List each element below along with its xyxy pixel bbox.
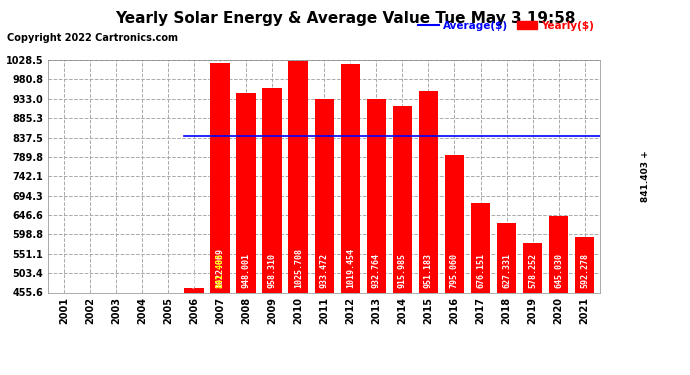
Bar xyxy=(393,106,412,292)
Text: 466.802: 466.802 xyxy=(190,254,199,288)
Text: 841.403 +: 841.403 + xyxy=(640,150,650,202)
Bar xyxy=(184,288,204,292)
Bar xyxy=(445,155,464,292)
Bar xyxy=(237,93,256,292)
Text: 948.001: 948.001 xyxy=(241,254,250,288)
Bar xyxy=(523,243,542,292)
Text: 645.030: 645.030 xyxy=(554,254,563,288)
Text: Yearly Solar Energy & Average Value Tue May 3 19:58: Yearly Solar Energy & Average Value Tue … xyxy=(115,11,575,26)
Legend: Average($), Yearly($): Average($), Yearly($) xyxy=(414,16,598,35)
Text: 932.764: 932.764 xyxy=(372,254,381,288)
Text: 1019.454: 1019.454 xyxy=(346,249,355,288)
Bar xyxy=(497,223,516,292)
Text: Copyright 2022 Cartronics.com: Copyright 2022 Cartronics.com xyxy=(7,33,178,43)
Text: 933.472: 933.472 xyxy=(319,254,329,288)
Text: 951.183: 951.183 xyxy=(424,254,433,288)
Bar xyxy=(575,237,595,292)
Bar xyxy=(262,88,282,292)
Bar xyxy=(315,99,334,292)
Bar xyxy=(549,216,569,292)
Text: 795.060: 795.060 xyxy=(450,254,459,288)
Text: 676.151: 676.151 xyxy=(476,254,485,288)
Text: 1022.069: 1022.069 xyxy=(216,249,225,288)
Text: 627.331: 627.331 xyxy=(502,254,511,288)
Bar xyxy=(341,64,360,292)
Text: 915.985: 915.985 xyxy=(398,254,407,288)
Text: 592.278: 592.278 xyxy=(580,254,589,288)
Bar xyxy=(366,99,386,292)
Text: 841.403: 841.403 xyxy=(216,254,225,288)
Bar xyxy=(419,92,438,292)
Text: 1025.708: 1025.708 xyxy=(294,249,303,288)
Text: 958.310: 958.310 xyxy=(268,254,277,288)
Bar xyxy=(288,61,308,292)
Bar xyxy=(210,63,230,292)
Bar xyxy=(471,203,491,292)
Text: 578.252: 578.252 xyxy=(528,254,537,288)
